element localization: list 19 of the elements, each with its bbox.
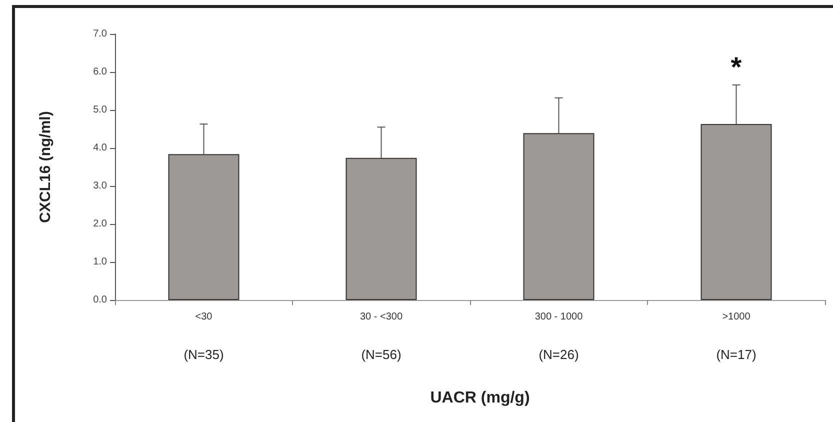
text: (N=17) xyxy=(716,347,756,362)
annotation: * xyxy=(730,51,742,82)
text: (N=35) xyxy=(184,347,224,362)
y-tick-label: 7.0 xyxy=(93,28,108,40)
y-tick-label: 6.0 xyxy=(93,66,108,78)
y-tick-label: 1.0 xyxy=(93,256,108,268)
x-axis-title: UACR (mg/g) xyxy=(430,390,530,406)
text: (N=56) xyxy=(361,347,402,362)
x-tick-label: <30 xyxy=(195,312,213,322)
y-tick-label: 3.0 xyxy=(93,180,108,192)
text: (N=26) xyxy=(538,347,579,362)
x-tick-label: >1000 xyxy=(722,312,751,322)
x-tick-label: 300 - 1000 xyxy=(534,312,584,322)
x-tick-label: 30 - <300 xyxy=(360,312,403,322)
y-tick-label: 4.0 xyxy=(93,142,108,154)
y-tick-label: 0.0 xyxy=(93,294,108,306)
y-tick-label: 5.0 xyxy=(93,104,108,116)
y-tick-label: 2.0 xyxy=(93,218,108,230)
y-axis-title: CXCL16 (ng/ml) xyxy=(37,111,54,223)
